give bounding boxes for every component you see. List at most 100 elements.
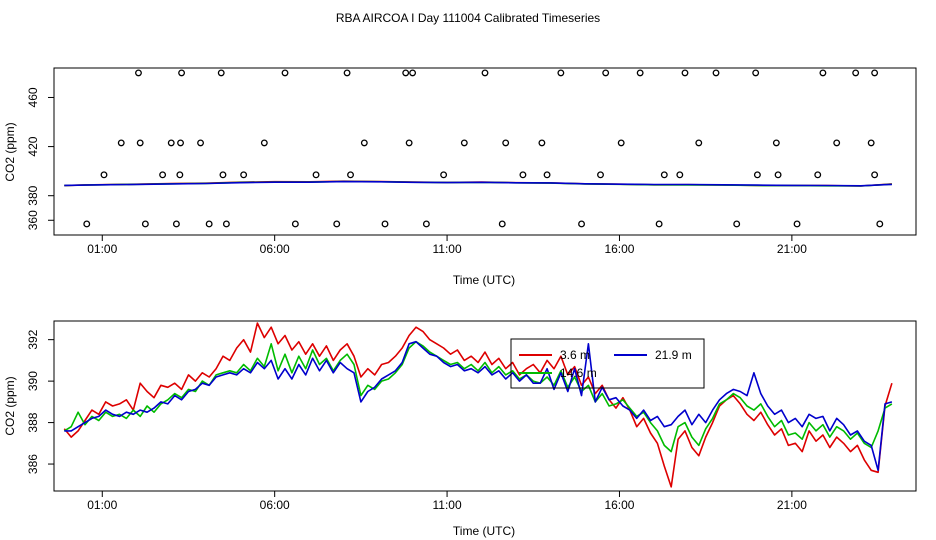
top-data-point bbox=[602, 69, 610, 77]
legend-box bbox=[510, 338, 705, 389]
top-data-point bbox=[772, 139, 780, 147]
top-data-point bbox=[360, 139, 368, 147]
top-data-point bbox=[502, 139, 510, 147]
top-x-tick-label: 21:00 bbox=[777, 242, 807, 256]
top-data-point bbox=[833, 139, 841, 147]
top-data-point bbox=[695, 139, 703, 147]
top-data-point bbox=[753, 171, 761, 179]
top-series-21-9-mline bbox=[64, 180, 892, 187]
top-data-point bbox=[871, 171, 879, 179]
top-data-point bbox=[774, 171, 782, 179]
top-y-axis-label: CO2 (ppm) bbox=[3, 122, 17, 181]
top-data-point bbox=[205, 220, 213, 228]
top-data-point bbox=[422, 220, 430, 228]
bottom-plot-frame bbox=[53, 320, 917, 492]
top-data-point bbox=[819, 69, 827, 77]
top-data-point bbox=[538, 139, 546, 147]
top-x-axis-label: Time (UTC) bbox=[453, 273, 515, 287]
top-data-point bbox=[333, 220, 341, 228]
top-y-tick-label: 420 bbox=[26, 136, 40, 156]
bottom-x-tick-label: 11:00 bbox=[433, 498, 462, 512]
top-data-point bbox=[217, 69, 225, 77]
top-data-point bbox=[177, 139, 184, 147]
top-y-tick-label: 360 bbox=[26, 210, 40, 230]
top-data-point bbox=[141, 220, 149, 228]
top-data-point bbox=[312, 171, 320, 179]
chart-title: RBA AIRCOA I Day 111004 Calibrated Times… bbox=[336, 11, 600, 25]
top-data-point bbox=[159, 171, 167, 179]
top-data-point bbox=[655, 220, 663, 228]
top-data-point bbox=[117, 139, 125, 147]
top-data-point bbox=[197, 139, 204, 147]
legend: 3.6 m 21.9 m 14.6 m bbox=[510, 338, 705, 389]
top-data-point bbox=[291, 220, 299, 228]
legend-label-14-6m: 14.6 m bbox=[560, 366, 597, 380]
top-data-point bbox=[136, 139, 144, 147]
top-data-point bbox=[733, 220, 741, 228]
top-x-tick-label: 06:00 bbox=[260, 242, 290, 256]
top-data-point bbox=[636, 69, 644, 77]
top-data-point bbox=[578, 220, 585, 228]
top-data-point bbox=[617, 139, 625, 147]
top-x-tick-label: 16:00 bbox=[604, 242, 634, 256]
bottom-x-tick-label: 06:00 bbox=[260, 498, 290, 512]
co2-timeseries-bottom-panel: Time (UTC) CO2 (ppm) 01:00 06:00 11:00 16:0… bbox=[3, 320, 917, 538]
top-data-point bbox=[519, 171, 527, 179]
bottom-x-tick-label: 16:00 bbox=[604, 498, 634, 512]
bottom-y-tick-label: 388 bbox=[26, 412, 40, 432]
bottom-x-tick-label: 01:00 bbox=[87, 498, 117, 512]
top-data-point bbox=[100, 171, 108, 179]
top-data-point bbox=[178, 69, 186, 77]
legend-label-21-9m: 21.9 m bbox=[655, 348, 692, 362]
bottom-series-14-6-mline bbox=[63, 340, 893, 453]
top-data-point bbox=[752, 69, 760, 77]
top-data-point bbox=[260, 139, 268, 147]
top-data-point bbox=[498, 220, 506, 228]
top-data-point bbox=[167, 139, 175, 147]
bottom-y-tick-label: 392 bbox=[26, 329, 40, 349]
top-data-point bbox=[83, 220, 91, 228]
top-data-point bbox=[814, 171, 822, 179]
top-data-point bbox=[343, 69, 351, 77]
top-data-point bbox=[712, 69, 720, 77]
bottom-series-21-9-mline bbox=[64, 340, 893, 472]
top-data-point bbox=[876, 220, 884, 228]
top-data-point bbox=[793, 220, 801, 228]
top-data-point bbox=[852, 69, 860, 77]
bottom-y-axis-label: CO2 (ppm) bbox=[3, 376, 17, 435]
top-y-tick-label: 460 bbox=[26, 87, 40, 107]
bottom-series-3-6-mline bbox=[63, 322, 893, 488]
top-data-point bbox=[405, 139, 413, 147]
top-data-point bbox=[460, 139, 468, 147]
top-data-point bbox=[557, 69, 565, 77]
top-data-point bbox=[409, 69, 417, 77]
top-x-tick-label: 11:00 bbox=[433, 242, 462, 256]
co2-timeseries-top-panel: Time (UTC) CO2 (ppm) 01:00 06:00 11:00 16:0… bbox=[3, 67, 917, 287]
top-data-point bbox=[135, 69, 142, 77]
top-data-point bbox=[402, 69, 410, 77]
top-y-tick-label: 380 bbox=[26, 185, 40, 205]
top-data-point bbox=[871, 69, 879, 77]
top-data-point bbox=[440, 171, 448, 179]
top-data-point bbox=[176, 171, 184, 179]
top-x-tick-label: 01:00 bbox=[87, 242, 117, 256]
legend-label-3-6m: 3.6 m bbox=[560, 348, 590, 362]
bottom-y-tick-label: 390 bbox=[26, 371, 40, 391]
top-data-point bbox=[222, 220, 230, 228]
top-data-point bbox=[219, 171, 227, 179]
top-data-point bbox=[481, 69, 489, 77]
top-plot-frame bbox=[53, 67, 917, 236]
top-data-point bbox=[240, 171, 248, 179]
top-data-point bbox=[681, 69, 689, 77]
top-data-point bbox=[867, 139, 875, 147]
bottom-x-axis-label: Time (UTC) bbox=[453, 524, 515, 538]
top-data-point bbox=[597, 171, 604, 179]
bottom-x-tick-label: 21:00 bbox=[777, 498, 807, 512]
top-data-point bbox=[347, 171, 354, 179]
bottom-y-tick-label: 386 bbox=[26, 454, 40, 474]
top-data-point bbox=[676, 171, 684, 179]
top-data-point bbox=[543, 171, 551, 179]
top-data-point bbox=[281, 69, 289, 77]
top-data-point bbox=[381, 220, 389, 228]
